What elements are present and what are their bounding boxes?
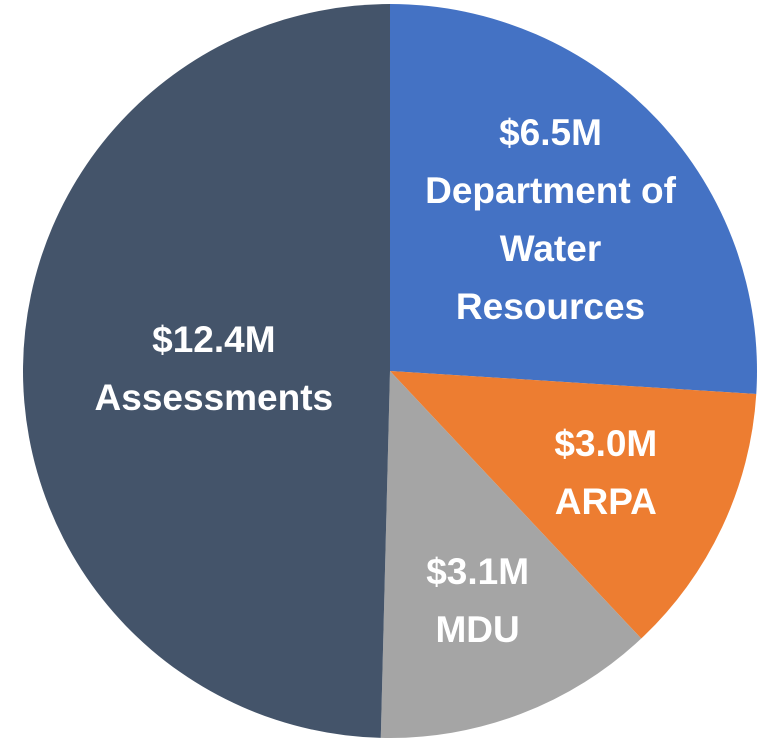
category-label: Assessments [94, 376, 334, 418]
category-label: MDU [435, 608, 520, 650]
pie-slice [390, 4, 757, 395]
pie-slice [390, 371, 757, 639]
pie-slice [380, 371, 642, 739]
value-label: $12.4M [152, 318, 276, 360]
slice-label: $6.5M Department of Water Resources [406, 104, 696, 336]
slice-label: $3.1M MDU [378, 543, 578, 659]
value-label: $3.1M [426, 550, 530, 592]
slice-label: $12.4M Assessments [49, 311, 379, 427]
value-label: $3.0M [554, 422, 658, 464]
slice-label: $3.0M ARPA [506, 415, 706, 531]
value-label: $6.5M [499, 112, 602, 154]
category-label: Department of Water Resources [425, 170, 676, 328]
category-label: ARPA [554, 480, 657, 522]
pie-slice [23, 4, 390, 738]
